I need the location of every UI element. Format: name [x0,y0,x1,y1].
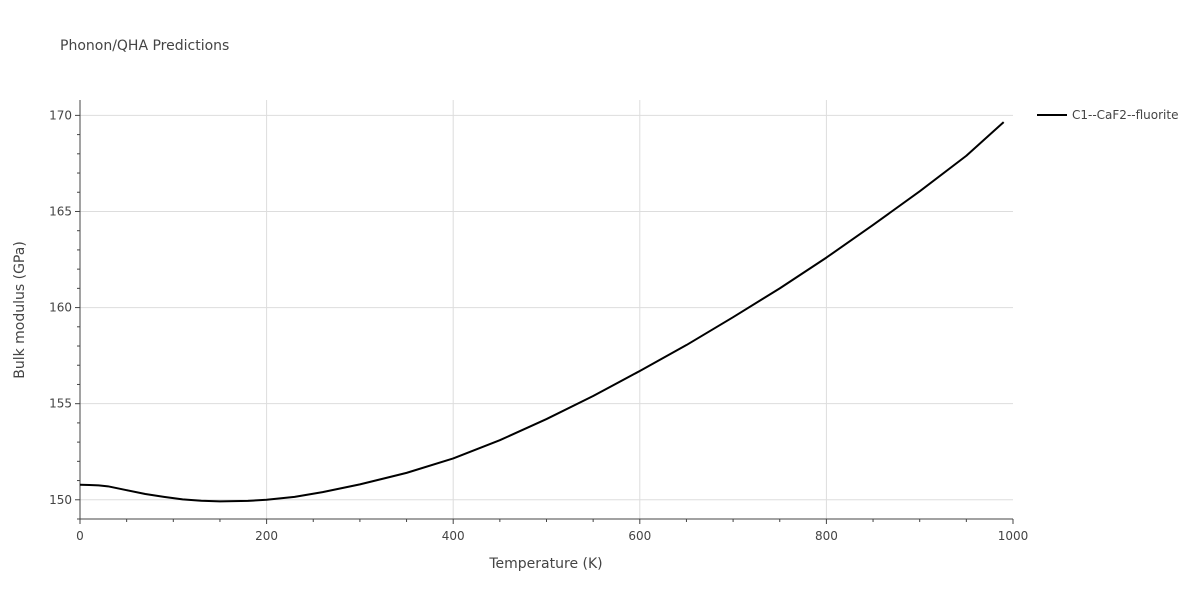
x-tick-label: 0 [76,529,84,543]
tick-labels: 0 200 400 600 800 1000 150 155 160 165 170 [49,108,1028,543]
chart-title: Phonon/QHA Predictions [60,38,229,54]
y-tick-label: 155 [49,397,72,411]
legend: C1--CaF2--fluorite [1037,108,1178,122]
x-tick-label: 1000 [998,529,1029,543]
x-tick-label: 400 [442,529,465,543]
y-tick-label: 170 [49,108,72,122]
y-axis-title: Bulk modulus (GPa) [12,241,28,379]
x-tick-label: 200 [255,529,278,543]
y-tick-label: 165 [49,204,72,218]
series-layer [79,121,1005,503]
y-tick-label: 150 [49,493,72,507]
x-axis-title: Temperature (K) [488,556,602,572]
axes [75,100,1014,524]
grid [80,100,1013,519]
series-line-0 [79,121,1005,503]
y-tick-label: 160 [49,301,72,315]
legend-label: C1--CaF2--fluorite [1072,108,1178,122]
x-tick-label: 800 [815,529,838,543]
x-tick-label: 600 [628,529,651,543]
